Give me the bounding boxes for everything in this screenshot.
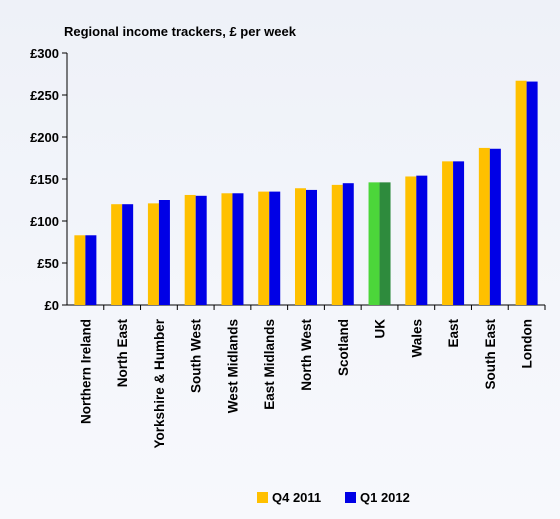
bar-q4-2011 (405, 176, 417, 305)
y-tick-label: £100 (30, 214, 59, 229)
legend-label-q1-2012: Q1 2012 (360, 490, 410, 505)
x-tick-label: North West (299, 319, 314, 391)
bar-q4-2011 (258, 191, 270, 305)
y-tick-label: £0 (45, 298, 59, 313)
legend-swatch-q4-2011 (257, 492, 268, 503)
bar-q4-2011 (442, 161, 454, 305)
bar-q1-2012 (453, 161, 465, 305)
bar-q1-2012 (342, 183, 354, 305)
y-tick-label: £200 (30, 130, 59, 145)
bar-q4-2011 (368, 182, 380, 305)
bar-q1-2012 (416, 175, 428, 305)
y-tick-label: £250 (30, 88, 59, 103)
bar-q1-2012 (158, 200, 170, 305)
y-tick-label: £150 (30, 172, 59, 187)
bar-q4-2011 (221, 193, 233, 305)
bar-q1-2012 (526, 81, 538, 305)
x-tick-label: North East (115, 319, 130, 388)
legend-swatch-q1-2012 (345, 492, 356, 503)
x-tick-label: South East (483, 319, 498, 390)
x-tick-label: London (520, 319, 535, 368)
x-tick-label: East Midlands (262, 319, 277, 410)
x-tick-label: Scotland (336, 319, 351, 376)
bar-q4-2011 (478, 147, 490, 305)
bar-q4-2011 (74, 235, 86, 305)
bar-q4-2011 (147, 203, 159, 305)
bar-q1-2012 (379, 182, 391, 305)
x-tick-label: East (446, 319, 461, 348)
bar-q1-2012 (306, 189, 317, 305)
plot-area: £0 £50 £100 £150 £200 £250 £300 Northern Irelan… (30, 46, 546, 449)
bar-q1-2012 (269, 191, 281, 305)
y-tick-label: £50 (37, 256, 59, 271)
x-tick-label: UK (373, 319, 388, 339)
bar-q1-2012 (489, 148, 501, 305)
legend-label-q4-2011: Q4 2011 (272, 490, 321, 505)
bar-q4-2011 (295, 188, 306, 305)
chart-title: Regional income trackers, £ per week (64, 24, 297, 39)
x-tick-label: West Midlands (225, 319, 240, 413)
bar-q1-2012 (232, 193, 244, 305)
x-tick-label: Northern Ireland (78, 319, 93, 424)
bar-q4-2011 (515, 80, 527, 305)
bar-q1-2012 (122, 204, 134, 305)
legend: Q4 2011 Q1 2012 (257, 490, 410, 505)
x-tick-label: Yorkshire & Humber (152, 318, 167, 448)
x-tick-label: South West (189, 318, 204, 393)
bar-q4-2011 (184, 194, 196, 305)
x-tick-label: Wales (409, 319, 424, 358)
bar-q1-2012 (85, 235, 97, 305)
bar-q4-2011 (331, 184, 343, 305)
bar-q1-2012 (195, 195, 207, 305)
bar-q4-2011 (111, 204, 123, 305)
y-tick-label: £300 (30, 46, 59, 61)
